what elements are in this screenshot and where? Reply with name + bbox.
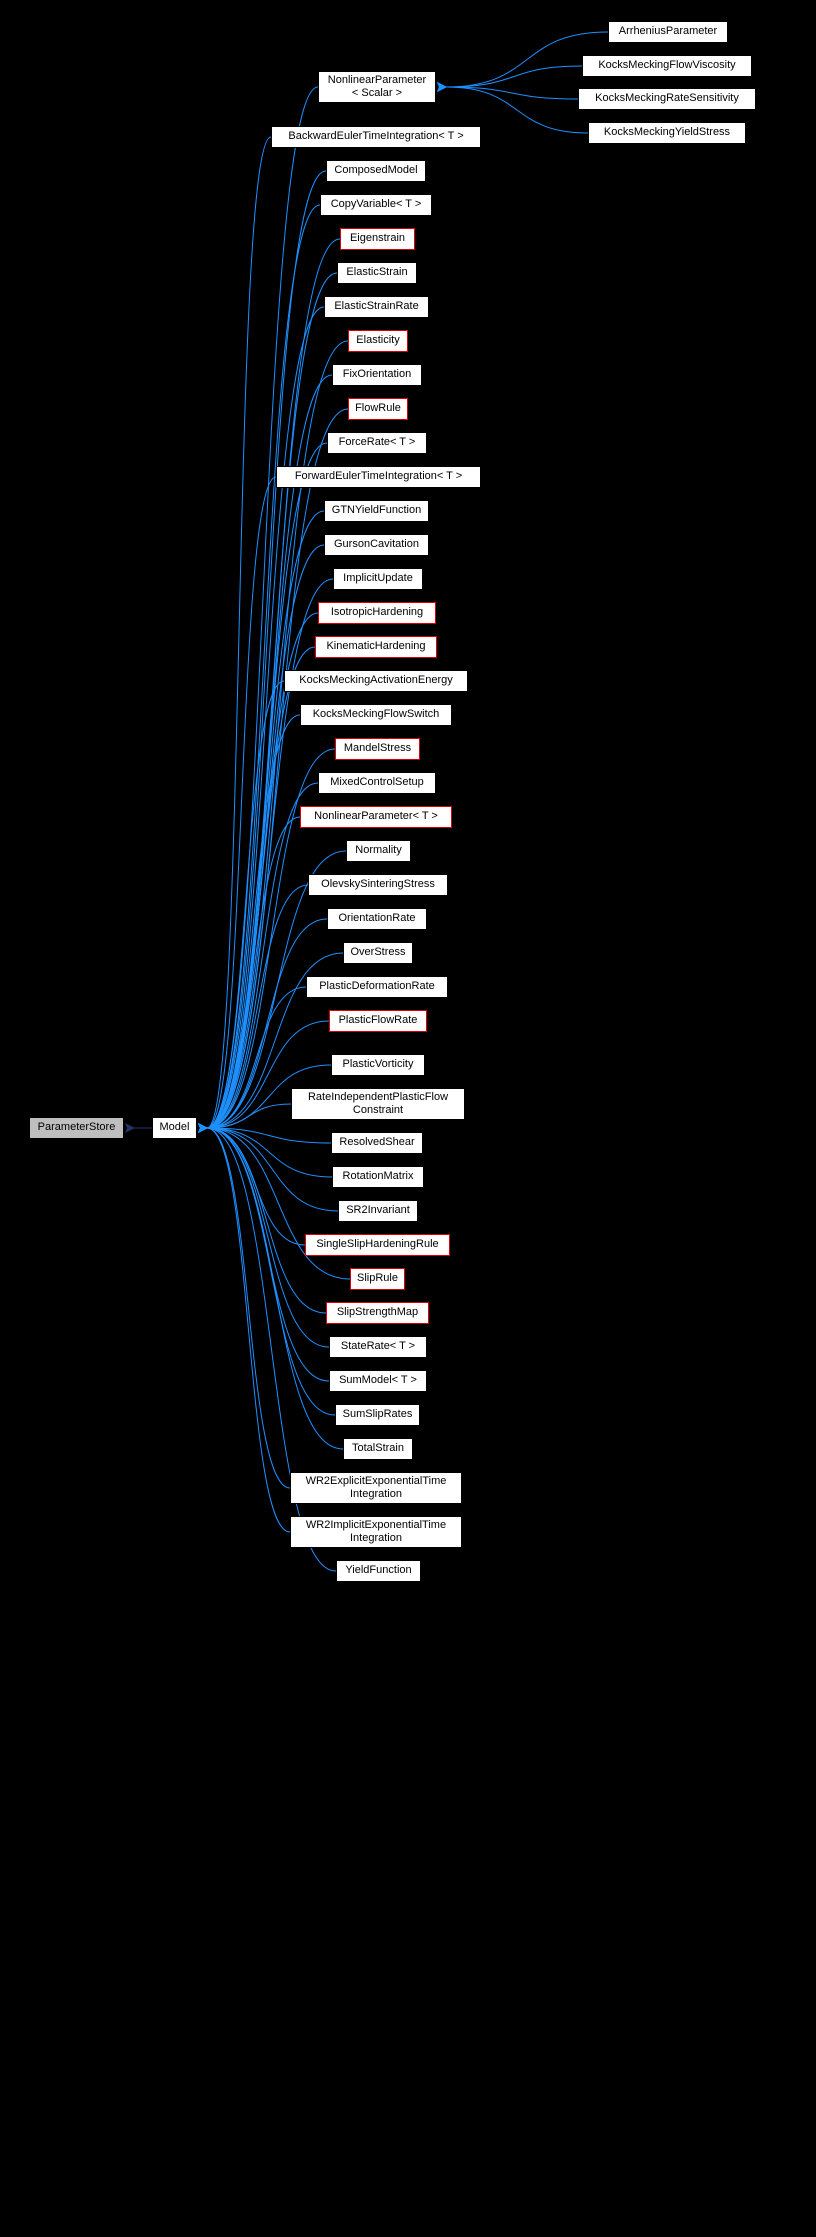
edge-ImplicitUpdate-Model — [207, 579, 333, 1128]
edge-TotalStrain-Model — [207, 1128, 343, 1449]
node-ForwardEulerTimeIntegration[interactable]: ForwardEulerTimeIntegration< T > — [276, 466, 481, 488]
edge-ForceRate-Model — [207, 443, 327, 1128]
edge-WR2ImplicitExponentialTimeIntegration-Model — [207, 1128, 290, 1532]
node-KocksMeckingRateSensitivity[interactable]: KocksMeckingRateSensitivity — [578, 88, 756, 110]
edge-ResolvedShear-Model — [207, 1128, 331, 1143]
node-MixedControlSetup[interactable]: MixedControlSetup — [318, 772, 436, 794]
edge-NonlinearParameterScalar-Model — [207, 87, 318, 1128]
edge-ForwardEulerTimeIntegration-Model — [207, 477, 276, 1128]
node-ParameterStore[interactable]: ParameterStore — [29, 1117, 124, 1139]
edge-KocksMeckingActivationEnergy-Model — [207, 681, 284, 1128]
node-BackwardEulerTimeIntegration[interactable]: BackwardEulerTimeIntegration< T > — [271, 126, 481, 148]
edge-YieldFunction-Model — [207, 1128, 336, 1571]
node-CopyVariable[interactable]: CopyVariable< T > — [320, 194, 432, 216]
node-NonlinearParameterT[interactable]: NonlinearParameter< T > — [300, 806, 452, 828]
node-PlasticVorticity[interactable]: PlasticVorticity — [331, 1054, 425, 1076]
node-ArrheniusParameter[interactable]: ArrheniusParameter — [608, 21, 728, 43]
edge-KinematicHardening-Model — [207, 647, 315, 1128]
node-Model[interactable]: Model — [152, 1117, 197, 1139]
node-FlowRule[interactable]: FlowRule — [348, 398, 408, 420]
node-PlasticFlowRate[interactable]: PlasticFlowRate — [329, 1010, 427, 1032]
node-RateIndependentPlasticFlowConstraint[interactable]: RateIndependentPlasticFlow Constraint — [291, 1088, 465, 1120]
node-WR2ImplicitExponentialTimeIntegration[interactable]: WR2ImplicitExponentialTime Integration — [290, 1516, 462, 1548]
node-Normality[interactable]: Normality — [346, 840, 411, 862]
edge-Elasticity-Model — [207, 341, 348, 1128]
edge-NonlinearParameterT-Model — [207, 817, 300, 1128]
edge-WR2ExplicitExponentialTimeIntegration-Model — [207, 1128, 290, 1488]
edge-ElasticStrain-Model — [207, 273, 337, 1128]
node-KocksMeckingYieldStress[interactable]: KocksMeckingYieldStress — [588, 122, 746, 144]
node-ImplicitUpdate[interactable]: ImplicitUpdate — [333, 568, 423, 590]
node-KinematicHardening[interactable]: KinematicHardening — [315, 636, 437, 658]
edge-SlipRule-Model — [207, 1128, 350, 1279]
edge-KocksMeckingRateSensitivity-NonlinearParameterScalar — [446, 87, 578, 99]
edge-RateIndependentPlasticFlowConstraint-Model — [207, 1104, 291, 1128]
edge-KocksMeckingFlowSwitch-Model — [207, 715, 300, 1128]
node-RotationMatrix[interactable]: RotationMatrix — [332, 1166, 424, 1188]
node-SingleSlipHardeningRule[interactable]: SingleSlipHardeningRule — [305, 1234, 450, 1256]
edge-CopyVariable-Model — [207, 205, 320, 1128]
node-ComposedModel[interactable]: ComposedModel — [326, 160, 426, 182]
node-ElasticStrain[interactable]: ElasticStrain — [337, 262, 417, 284]
node-PlasticDeformationRate[interactable]: PlasticDeformationRate — [306, 976, 448, 998]
node-OverStress[interactable]: OverStress — [343, 942, 413, 964]
node-StateRate[interactable]: StateRate< T > — [329, 1336, 427, 1358]
node-SumModel[interactable]: SumModel< T > — [329, 1370, 427, 1392]
edge-GursonCavitation-Model — [207, 545, 324, 1128]
edge-SingleSlipHardeningRule-Model — [207, 1128, 305, 1245]
edge-SR2Invariant-Model — [207, 1128, 338, 1211]
edge-KocksMeckingFlowViscosity-NonlinearParameterScalar — [446, 66, 582, 87]
node-ForceRate[interactable]: ForceRate< T > — [327, 432, 427, 454]
node-Elasticity[interactable]: Elasticity — [348, 330, 408, 352]
node-MandelStress[interactable]: MandelStress — [335, 738, 420, 760]
node-TotalStrain[interactable]: TotalStrain — [343, 1438, 413, 1460]
node-IsotropicHardening[interactable]: IsotropicHardening — [318, 602, 436, 624]
node-KocksMeckingActivationEnergy[interactable]: KocksMeckingActivationEnergy — [284, 670, 468, 692]
node-SumSlipRates[interactable]: SumSlipRates — [335, 1404, 420, 1426]
node-OrientationRate[interactable]: OrientationRate — [327, 908, 427, 930]
node-ResolvedShear[interactable]: ResolvedShear — [331, 1132, 423, 1154]
node-SlipRule[interactable]: SlipRule — [350, 1268, 405, 1290]
edge-RotationMatrix-Model — [207, 1128, 332, 1177]
node-OlevskySinteringStress[interactable]: OlevskySinteringStress — [308, 874, 448, 896]
node-GTNYieldFunction[interactable]: GTNYieldFunction — [324, 500, 429, 522]
edge-BackwardEulerTimeIntegration-Model — [207, 137, 271, 1128]
node-SR2Invariant[interactable]: SR2Invariant — [338, 1200, 418, 1222]
node-KocksMeckingFlowSwitch[interactable]: KocksMeckingFlowSwitch — [300, 704, 452, 726]
node-GursonCavitation[interactable]: GursonCavitation — [324, 534, 429, 556]
node-WR2ExplicitExponentialTimeIntegration[interactable]: WR2ExplicitExponentialTime Integration — [290, 1472, 462, 1504]
edge-SlipStrengthMap-Model — [207, 1128, 326, 1313]
node-FixOrientation[interactable]: FixOrientation — [332, 364, 422, 386]
node-NonlinearParameterScalar[interactable]: NonlinearParameter < Scalar > — [318, 71, 436, 103]
node-ElasticStrainRate[interactable]: ElasticStrainRate — [324, 296, 429, 318]
node-SlipStrengthMap[interactable]: SlipStrengthMap — [326, 1302, 429, 1324]
node-KocksMeckingFlowViscosity[interactable]: KocksMeckingFlowViscosity — [582, 55, 752, 77]
node-YieldFunction[interactable]: YieldFunction — [336, 1560, 421, 1582]
edge-MixedControlSetup-Model — [207, 783, 318, 1128]
node-Eigenstrain[interactable]: Eigenstrain — [340, 228, 415, 250]
edge-SumSlipRates-Model — [207, 1128, 335, 1415]
